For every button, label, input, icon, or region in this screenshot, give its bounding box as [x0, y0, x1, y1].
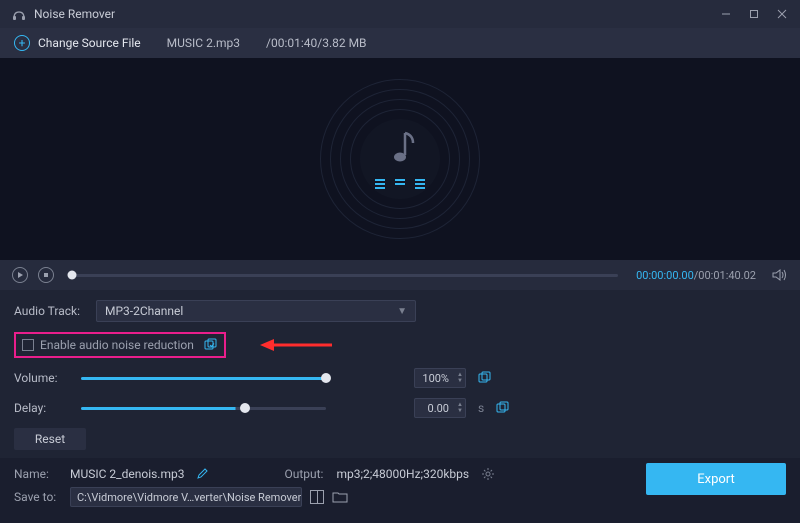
noise-checkbox-label: Enable audio noise reduction: [40, 338, 194, 352]
volume-row: Volume: 100%▲▼: [14, 368, 786, 388]
volume-icon[interactable]: [772, 268, 788, 282]
controls-panel: Audio Track: MP3-2Channel ▼ Enable audio…: [0, 290, 800, 458]
delay-spinbox[interactable]: 0.00▲▼: [414, 398, 466, 418]
play-button[interactable]: [12, 267, 28, 283]
saveto-label: Save to:: [14, 490, 62, 504]
minimize-button[interactable]: [712, 0, 740, 28]
delay-unit: s: [478, 401, 484, 415]
playback-bar: 00:00:00.00/00:01:40.02: [0, 260, 800, 290]
name-value: MUSIC 2_denois.mp3: [70, 467, 184, 481]
app-title: Noise Remover: [34, 7, 712, 21]
audio-viewer: [0, 58, 800, 260]
stop-button[interactable]: [38, 267, 54, 283]
audiotrack-value: MP3-2Channel: [105, 304, 183, 318]
output-settings-icon[interactable]: [481, 467, 495, 481]
audiotrack-label: Audio Track:: [14, 304, 84, 318]
volume-spinbox[interactable]: 100%▲▼: [414, 368, 466, 388]
progress-slider[interactable]: [72, 274, 618, 277]
plus-icon: +: [14, 35, 30, 51]
edit-name-icon[interactable]: [196, 468, 208, 480]
noise-apply-icon[interactable]: [204, 338, 218, 352]
red-arrow-annotation: [260, 338, 334, 352]
saveto-path[interactable]: C:\Vidmore\Vidmore V…verter\Noise Remove…: [70, 487, 302, 507]
delay-label: Delay:: [14, 401, 69, 415]
change-source-label: Change Source File: [38, 36, 141, 50]
delay-apply-icon[interactable]: [496, 401, 510, 415]
timecode: 00:00:00.00/00:01:40.02: [636, 269, 756, 282]
music-note-icon: [383, 129, 417, 167]
titlebar: Noise Remover: [0, 0, 800, 28]
chevron-down-icon: ▼: [397, 306, 407, 317]
source-filename: MUSIC 2.mp3: [167, 36, 240, 50]
output-value: mp3;2;48000Hz;320kbps: [336, 467, 469, 481]
window-buttons: [712, 0, 796, 28]
maximize-button[interactable]: [740, 0, 768, 28]
source-bar: + Change Source File MUSIC 2.mp3 /00:01:…: [0, 28, 800, 58]
volume-label: Volume:: [14, 371, 69, 385]
layout-icon[interactable]: [310, 490, 324, 504]
app-logo-icon: [10, 5, 28, 23]
audiotrack-select[interactable]: MP3-2Channel ▼: [96, 300, 416, 322]
open-folder-icon[interactable]: [332, 491, 348, 503]
equalizer-icon: [375, 179, 425, 189]
volume-apply-icon[interactable]: [478, 371, 492, 385]
noise-row: Enable audio noise reduction: [14, 332, 786, 358]
output-label: Output:: [284, 467, 328, 481]
reset-button[interactable]: Reset: [14, 428, 86, 450]
delay-row: Delay: 0.00▲▼ s: [14, 398, 786, 418]
source-info: /00:01:40/3.82 MB: [266, 36, 367, 50]
bottom-panel: Name: MUSIC 2_denois.mp3 Output: mp3;2;4…: [0, 459, 800, 523]
change-source-button[interactable]: + Change Source File: [14, 35, 141, 51]
export-button[interactable]: Export: [646, 463, 786, 495]
audiotrack-row: Audio Track: MP3-2Channel ▼: [14, 300, 786, 322]
close-button[interactable]: [768, 0, 796, 28]
volume-slider[interactable]: [81, 377, 326, 380]
name-label: Name:: [14, 467, 62, 481]
disc-visual: [320, 79, 480, 239]
noise-checkbox[interactable]: [22, 339, 34, 351]
delay-slider[interactable]: [81, 407, 326, 410]
noise-highlight-box: Enable audio noise reduction: [14, 332, 226, 358]
